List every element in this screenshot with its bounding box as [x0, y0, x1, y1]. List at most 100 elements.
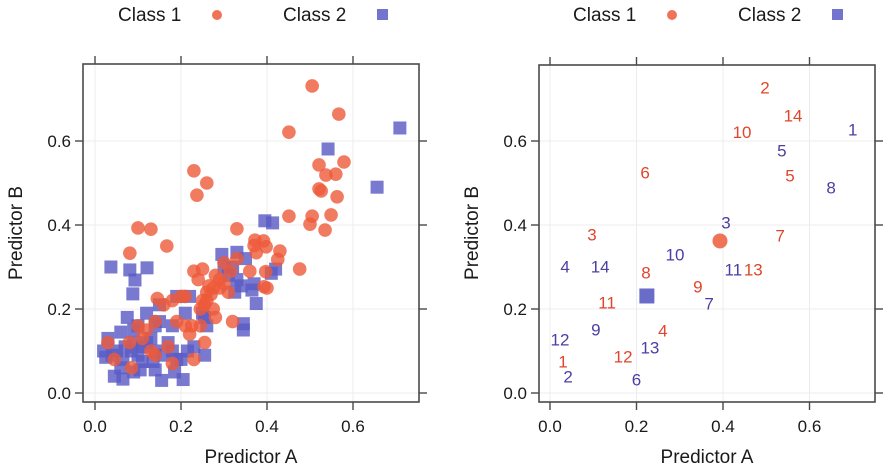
class1-circle-point [197, 335, 212, 350]
class1-text-point: 7 [775, 226, 784, 245]
class1-text-point: 8 [641, 263, 650, 282]
class1-text-point: 6 [640, 163, 649, 182]
data-points [97, 79, 407, 387]
class1-circle-point [131, 319, 145, 333]
y-axis-title: Predictor B [6, 186, 27, 280]
class2-text-point: 7 [704, 294, 713, 313]
class2-square-point [135, 355, 149, 368]
class2-square-point [104, 260, 118, 274]
highlighted-class2-square [639, 288, 655, 304]
y-tick-label: 0.6 [503, 132, 527, 151]
class1-circle-point [337, 155, 351, 169]
class1-text-point: 4 [658, 321, 667, 340]
class1-circle-point [124, 361, 139, 375]
class2-square-point [126, 287, 140, 301]
class1-circle-point [107, 352, 122, 367]
legend: Class 1 Class 2 [118, 5, 388, 26]
class1-circle-point [135, 331, 150, 346]
class1-circle-point [221, 285, 236, 300]
class1-circle-point [123, 246, 137, 260]
highlighted-class1-circle [712, 233, 728, 249]
x-tick-label: 0.0 [83, 417, 107, 436]
gridlines [539, 65, 875, 402]
class1-text-point: 13 [744, 260, 763, 279]
class2-square-point [187, 340, 201, 354]
y-tick-label: 0.2 [503, 300, 527, 319]
class1-circle-point [329, 167, 343, 181]
class2-text-point: 12 [550, 331, 569, 350]
class2-text-point: 5 [777, 142, 786, 161]
class2-text-point: 4 [560, 258, 569, 277]
class2-square-point [140, 306, 154, 320]
class1-circle-point [282, 125, 296, 139]
class1-circle-point [131, 221, 145, 235]
class1-circle-point [332, 107, 346, 121]
y-tick-label: 0.6 [47, 132, 71, 151]
class2-square-point [140, 261, 154, 275]
y-tick-label: 0.0 [47, 384, 71, 403]
class1-circle-point [160, 239, 174, 253]
legend-label-class2: Class 2 [283, 5, 346, 26]
class1-circle-point [191, 272, 205, 287]
class1-circle-point [122, 335, 137, 350]
class1-circle-point [190, 188, 204, 202]
x-axis-title: Predictor A [205, 447, 298, 468]
class1-circle-point [200, 176, 214, 190]
class2-text-point: 2 [563, 368, 572, 387]
class1-text-point: 11 [598, 294, 616, 313]
class1-text-point: 2 [760, 79, 769, 98]
x-tick-label: 0.4 [255, 417, 279, 436]
class1-circle-point [319, 168, 333, 182]
class2-text-point: 3 [721, 213, 730, 232]
class2-text-point: 11 [725, 260, 743, 279]
axis-ticks [75, 56, 427, 410]
axis-ticks [531, 57, 883, 410]
class2-square-point [114, 325, 128, 339]
class2-text-point: 14 [591, 258, 610, 277]
legend-label-class1: Class 1 [573, 5, 636, 26]
y-axis-title: Predictor B [462, 186, 483, 280]
class1-circle-point [324, 208, 338, 222]
x-tick-label: 0.0 [538, 417, 562, 436]
class1-circle-point [270, 252, 285, 267]
legend-marker-circle [212, 10, 222, 20]
class2-square-point [245, 283, 259, 297]
class2-text-point: 9 [591, 321, 600, 340]
class2-square-point [236, 323, 250, 337]
class1-circle-point [312, 182, 326, 196]
class1-circle-point [223, 264, 238, 279]
legend-marker-square [832, 9, 843, 20]
x-tick-label: 0.2 [625, 417, 649, 436]
class2-text-point: 6 [632, 370, 641, 389]
class1-circle-point [161, 340, 175, 354]
class1-circle-point [260, 281, 274, 295]
class1-text-point: 10 [733, 123, 752, 142]
class2-square-point [178, 306, 192, 320]
class1-circle-point [318, 223, 332, 237]
class1-circle-point [230, 221, 244, 236]
class1-circle-point [187, 164, 201, 178]
x-axis-title: Predictor A [661, 447, 754, 468]
x-tick-label: 0.2 [169, 417, 193, 436]
class2-text-point: 8 [826, 179, 835, 198]
class1-circle-point [243, 264, 257, 279]
class1-circle-point [330, 190, 344, 204]
class1-circle-point [150, 291, 165, 306]
class1-circle-point [305, 79, 319, 93]
class1-circle-point [225, 314, 240, 329]
class2-square-point [266, 216, 280, 230]
left-scatter-panel: Class 1 Class 2 0.0 0.2 0.4 0.6 0.0 0.2 … [6, 5, 427, 468]
class1-circle-point [148, 314, 162, 329]
y-tick-label: 0.2 [47, 300, 71, 319]
class1-text-point: 5 [785, 166, 794, 185]
x-tick-label: 0.6 [798, 417, 822, 436]
legend-marker-square [377, 9, 388, 20]
class1-circle-point [182, 327, 197, 342]
class2-square-point [370, 180, 384, 194]
class1-circle-point [258, 264, 273, 279]
class1-circle-point [144, 222, 158, 236]
y-tick-label: 0.0 [503, 384, 527, 403]
class1-text-point: 3 [587, 226, 596, 245]
class1-circle-point [292, 262, 307, 276]
